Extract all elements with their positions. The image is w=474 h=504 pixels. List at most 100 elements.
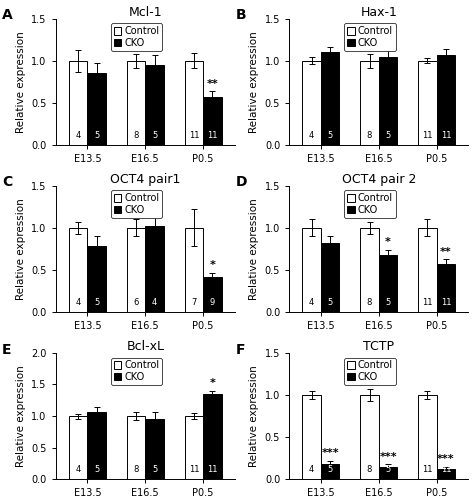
Bar — [418, 395, 437, 479]
Text: 4: 4 — [75, 131, 81, 140]
Text: 5: 5 — [385, 131, 391, 140]
Y-axis label: Relative expression: Relative expression — [16, 365, 26, 467]
Text: D: D — [236, 175, 247, 190]
Text: *: * — [385, 237, 391, 247]
Title: TCTP: TCTP — [363, 340, 394, 353]
Bar — [203, 97, 222, 145]
Title: Hax-1: Hax-1 — [360, 6, 397, 19]
Text: **: ** — [207, 79, 218, 89]
Text: A: A — [2, 9, 13, 22]
Text: 11: 11 — [422, 465, 433, 474]
Text: 11: 11 — [189, 131, 199, 140]
Text: 4: 4 — [309, 131, 314, 140]
Text: 5: 5 — [94, 465, 100, 474]
Text: 5: 5 — [94, 131, 100, 140]
Text: 8: 8 — [367, 131, 372, 140]
Text: 6: 6 — [133, 298, 139, 307]
Bar — [127, 416, 146, 479]
Bar — [379, 56, 397, 145]
Legend: Control, CKO: Control, CKO — [111, 191, 163, 218]
Bar — [302, 61, 321, 145]
Text: *: * — [210, 260, 215, 270]
Text: *: * — [210, 378, 215, 388]
Text: 8: 8 — [367, 298, 372, 307]
Bar — [184, 228, 203, 312]
Text: 4: 4 — [75, 465, 81, 474]
Text: 11: 11 — [207, 131, 218, 140]
Bar — [321, 52, 339, 145]
Y-axis label: Relative expression: Relative expression — [249, 31, 259, 133]
Bar — [379, 467, 397, 479]
Bar — [146, 226, 164, 312]
Bar — [127, 61, 146, 145]
Text: 4: 4 — [309, 465, 314, 474]
Text: 8: 8 — [133, 131, 139, 140]
Bar — [360, 228, 379, 312]
Legend: Control, CKO: Control, CKO — [344, 357, 396, 385]
Text: 11: 11 — [441, 465, 451, 474]
Bar — [184, 416, 203, 479]
Bar — [184, 61, 203, 145]
Legend: Control, CKO: Control, CKO — [344, 191, 396, 218]
Text: 4: 4 — [75, 298, 81, 307]
Text: 5: 5 — [328, 131, 333, 140]
Bar — [302, 228, 321, 312]
Bar — [88, 246, 106, 312]
Legend: Control, CKO: Control, CKO — [344, 23, 396, 51]
Text: F: F — [236, 343, 245, 356]
Text: 4: 4 — [309, 298, 314, 307]
Text: B: B — [236, 9, 246, 22]
Text: 5: 5 — [385, 298, 391, 307]
Bar — [146, 419, 164, 479]
Bar — [437, 264, 455, 312]
Bar — [321, 243, 339, 312]
Bar — [360, 61, 379, 145]
Text: C: C — [2, 175, 12, 190]
Text: 7: 7 — [191, 298, 197, 307]
Text: ***: *** — [321, 448, 339, 458]
Bar — [418, 228, 437, 312]
Bar — [88, 412, 106, 479]
Text: 11: 11 — [207, 465, 218, 474]
Bar — [321, 464, 339, 479]
Text: 11: 11 — [441, 298, 451, 307]
Legend: Control, CKO: Control, CKO — [111, 357, 163, 385]
Title: OCT4 pair 2: OCT4 pair 2 — [342, 173, 416, 185]
Y-axis label: Relative expression: Relative expression — [249, 198, 259, 300]
Bar — [418, 61, 437, 145]
Text: 5: 5 — [152, 465, 157, 474]
Bar — [127, 228, 146, 312]
Title: Mcl-1: Mcl-1 — [128, 6, 162, 19]
Text: 8: 8 — [367, 465, 372, 474]
Text: ***: *** — [379, 452, 397, 462]
Bar — [146, 65, 164, 145]
Text: **: ** — [440, 246, 452, 257]
Text: 11: 11 — [441, 131, 451, 140]
Bar — [437, 469, 455, 479]
Title: OCT4 pair1: OCT4 pair1 — [110, 173, 181, 185]
Bar — [302, 395, 321, 479]
Y-axis label: Relative expression: Relative expression — [16, 31, 26, 133]
Text: 11: 11 — [189, 465, 199, 474]
Bar — [69, 61, 88, 145]
Y-axis label: Relative expression: Relative expression — [16, 198, 26, 300]
Text: 5: 5 — [328, 298, 333, 307]
Bar — [360, 395, 379, 479]
Text: 5: 5 — [385, 465, 391, 474]
Bar — [437, 55, 455, 145]
Bar — [203, 277, 222, 312]
Text: 9: 9 — [210, 298, 215, 307]
Bar — [203, 394, 222, 479]
Text: 5: 5 — [152, 131, 157, 140]
Text: ***: *** — [437, 454, 455, 464]
Text: 8: 8 — [133, 465, 139, 474]
Text: 11: 11 — [422, 298, 433, 307]
Text: 5: 5 — [328, 465, 333, 474]
Text: 5: 5 — [94, 298, 100, 307]
Y-axis label: Relative expression: Relative expression — [249, 365, 259, 467]
Bar — [69, 228, 88, 312]
Bar — [69, 416, 88, 479]
Text: 11: 11 — [422, 131, 433, 140]
Title: Bcl-xL: Bcl-xL — [126, 340, 164, 353]
Bar — [379, 255, 397, 312]
